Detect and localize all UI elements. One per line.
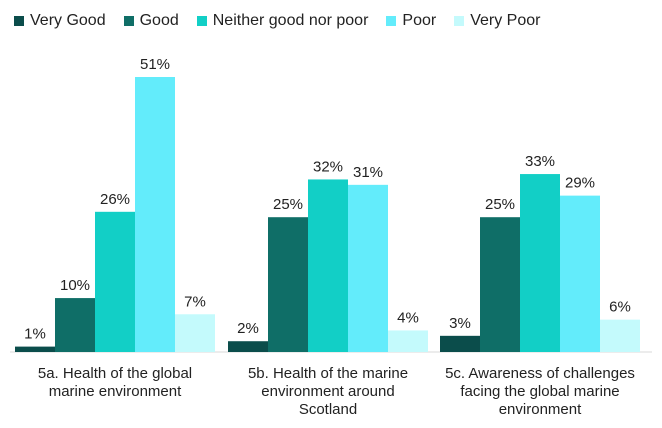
chart-legend: Very Good Good Neither good nor poor Poor Ve… <box>14 12 558 30</box>
category-label: environment around <box>261 383 394 400</box>
data-label: 1% <box>24 326 46 343</box>
data-label: 31% <box>353 164 383 181</box>
category-label: Scotland <box>299 401 357 418</box>
bar <box>268 217 308 352</box>
legend-label: Very Poor <box>470 12 541 29</box>
bar <box>175 314 215 352</box>
data-label: 25% <box>273 196 303 213</box>
bar <box>600 319 640 352</box>
category-label: marine environment <box>49 383 182 400</box>
legend-swatch <box>123 16 134 26</box>
bar <box>348 184 388 352</box>
bar <box>308 179 348 352</box>
data-label: 7% <box>184 293 206 310</box>
data-label: 29% <box>565 175 595 192</box>
data-label: 33% <box>525 153 555 170</box>
bar <box>560 195 600 352</box>
data-label: 51% <box>140 56 170 73</box>
category-label: facing the global marine <box>460 383 619 400</box>
category-label: 5c. Awareness of challenges <box>445 365 635 382</box>
legend-label: Poor <box>402 12 437 29</box>
legend-label: Very Good <box>30 12 106 29</box>
data-label: 3% <box>449 315 471 332</box>
data-label: 26% <box>100 191 130 208</box>
bar <box>95 211 135 352</box>
legend-swatch <box>454 16 465 26</box>
bar <box>15 346 55 352</box>
category-label: 5a. Health of the global <box>38 365 192 382</box>
data-label: 2% <box>237 320 259 337</box>
legend-swatch <box>14 16 24 26</box>
bar <box>55 298 95 352</box>
bar <box>480 217 520 352</box>
bar <box>135 77 175 352</box>
data-label: 25% <box>485 196 515 213</box>
bar <box>388 330 428 352</box>
category-label: 5b. Health of the marine <box>248 365 408 382</box>
legend-item: Very Poor <box>454 12 540 30</box>
data-label: 6% <box>609 299 631 316</box>
data-label: 32% <box>313 158 343 175</box>
data-label: 10% <box>60 277 90 294</box>
legend-item: Poor <box>386 12 436 30</box>
legend-item: Good <box>123 12 179 30</box>
legend-label: Good <box>139 12 179 29</box>
legend-label: Neither good nor poor <box>212 12 369 29</box>
legend-swatch <box>196 16 207 26</box>
data-label: 4% <box>397 309 419 326</box>
legend-swatch <box>386 16 397 26</box>
legend-item: Very Good <box>14 12 106 30</box>
bar <box>520 174 560 352</box>
bar <box>440 335 480 352</box>
category-label: environment <box>499 401 582 418</box>
bar <box>228 341 268 352</box>
legend-item: Neither good nor poor <box>196 12 369 30</box>
